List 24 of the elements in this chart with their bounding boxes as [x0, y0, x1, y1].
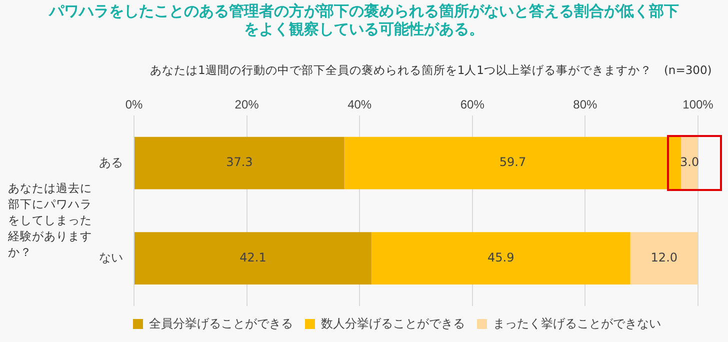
x-tick-label: 60%: [460, 98, 485, 112]
x-tick-label: 80%: [573, 98, 598, 112]
legend-label: まったく挙げることができない: [493, 316, 661, 330]
x-tick-label: 40%: [348, 98, 372, 112]
legend-label: 数人分挙げることができる: [321, 316, 465, 330]
data-label: 59.7: [499, 155, 526, 170]
chart-subtitle: あなたは1週間の行動の中で部下全員の褒められる箇所を1人1つ以上挙げる事ができますか？ (n=300): [150, 63, 712, 78]
bar: [134, 136, 344, 190]
chart-title: パワハラをしたことのある管理者の方が部下の褒められる箇所がないと答える割合が低く部下をよく観察している可能性がある。: [48, 2, 680, 38]
bar: [371, 232, 630, 285]
bar: [630, 232, 698, 285]
y-tick-label: ある: [99, 155, 123, 170]
bar: [134, 232, 372, 285]
x-tick-label: 20%: [234, 98, 260, 112]
x-tick-label: 0%: [125, 98, 143, 112]
x-tick-label: 100%: [682, 98, 714, 112]
y-tick-label: ない: [99, 250, 123, 265]
bar: [344, 136, 682, 190]
data-label: 45.9: [488, 250, 514, 264]
y-axis-title: あなたは過去に部下にパワハラをしてしまった経験がありますか？: [8, 180, 93, 260]
data-label: 42.1: [240, 250, 266, 264]
data-label: 37.3: [226, 155, 253, 170]
legend-label: 全員分挙げることができる: [149, 316, 293, 330]
data-label: 12.0: [650, 250, 678, 264]
